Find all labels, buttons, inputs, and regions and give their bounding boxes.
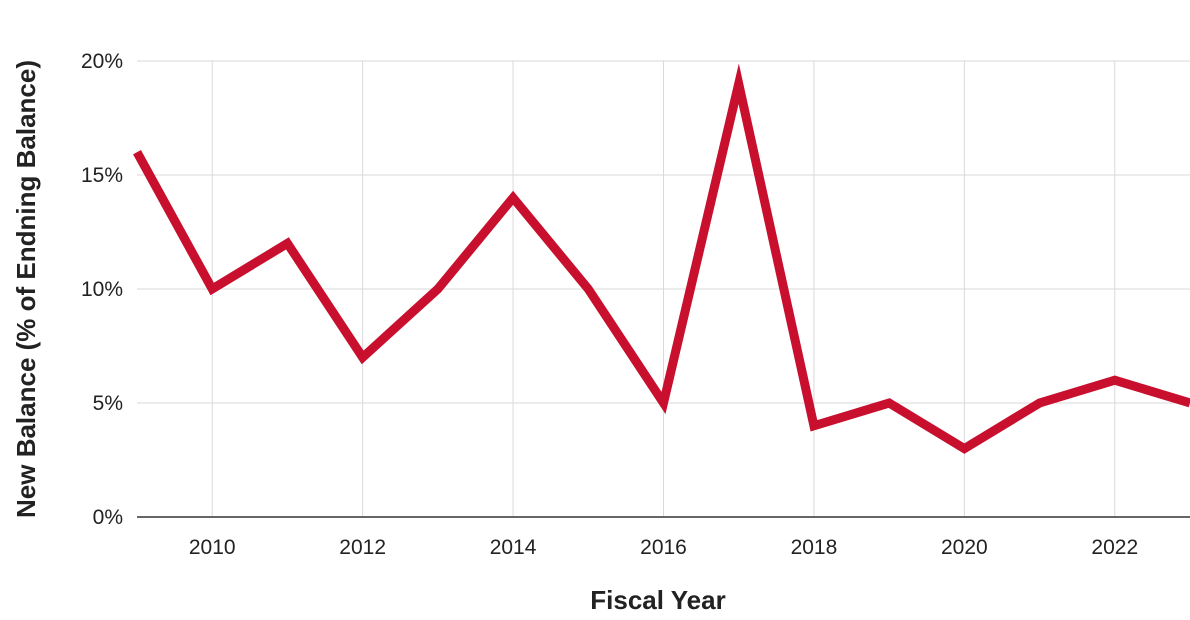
series-layer (133, 63, 1190, 454)
data-point (283, 239, 292, 248)
x-tick-label: 2010 (189, 536, 236, 559)
x-tick-label: 2022 (1091, 536, 1138, 559)
data-point (584, 285, 593, 294)
x-tick-label: 2012 (339, 536, 386, 559)
data-point (960, 444, 969, 453)
x-tick-label: 2020 (941, 536, 988, 559)
y-tick-label: 0% (93, 506, 123, 529)
y-tick-label: 10% (81, 278, 123, 301)
grid (137, 60, 1190, 517)
data-point (509, 193, 518, 202)
data-point (433, 285, 442, 294)
data-point (885, 399, 894, 408)
x-tick-label: 2014 (490, 536, 537, 559)
data-point (358, 353, 367, 362)
y-tick-label: 20% (81, 50, 123, 73)
data-point (734, 79, 743, 88)
x-tick-label: 2018 (791, 536, 838, 559)
data-point (133, 148, 142, 157)
axes: 0% 5% 10% 15% 20% 2010 2012 2014 2016 2018 2020 202… (81, 50, 1190, 559)
data-point (1035, 399, 1044, 408)
series-line (133, 63, 1190, 454)
data-point (1110, 376, 1119, 385)
x-tick-label: 2016 (640, 536, 687, 559)
data-point (809, 421, 818, 430)
data-point (208, 285, 217, 294)
data-point (659, 399, 668, 408)
x-axis-title: Fiscal Year (590, 585, 725, 615)
y-tick-label: 15% (81, 164, 123, 187)
y-tick-label: 5% (93, 392, 123, 415)
y-axis-title: New Balance (% of Endning Balance) (11, 60, 41, 518)
